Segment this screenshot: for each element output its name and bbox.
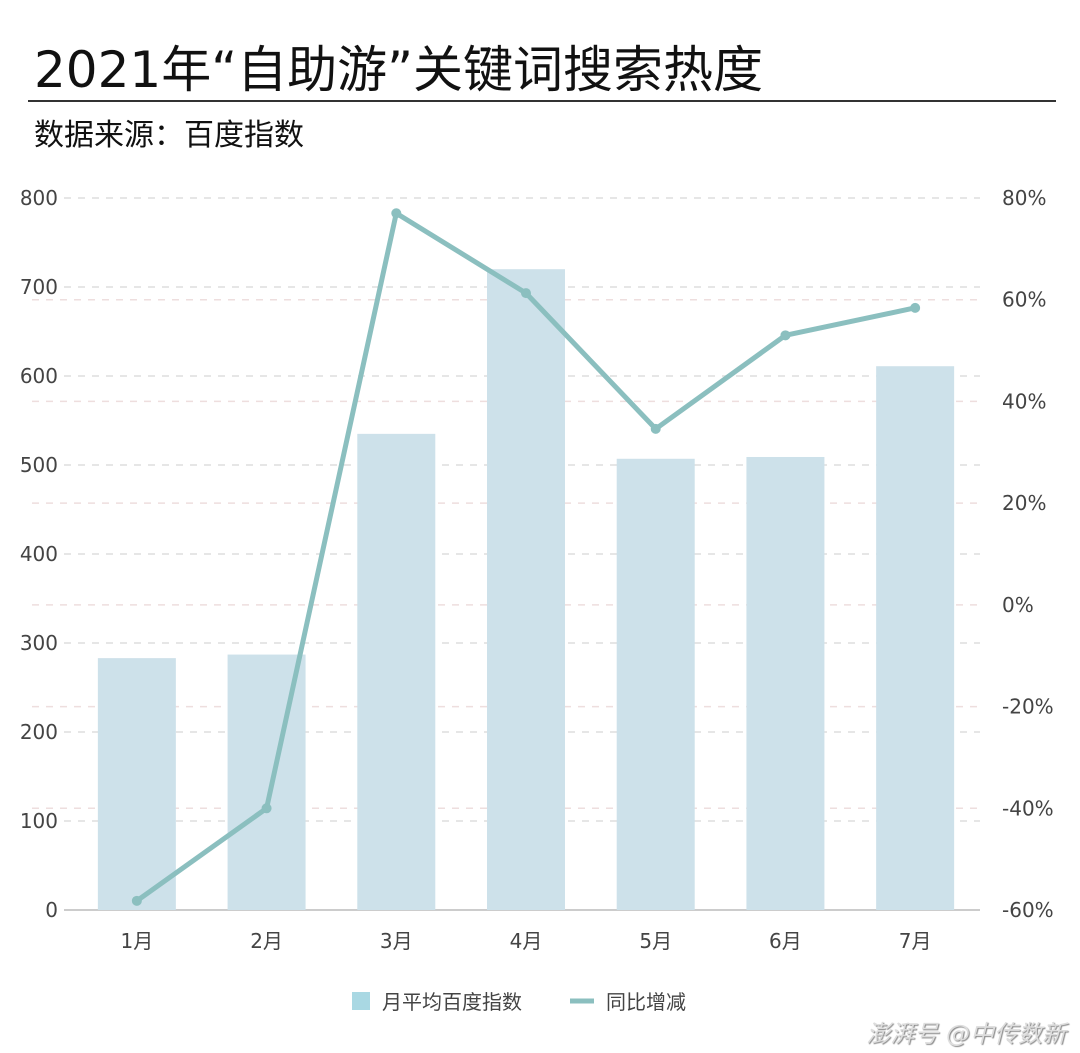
- x-tick-label: 2月: [250, 929, 283, 953]
- left-tick-label: 600: [20, 364, 58, 388]
- line-point: [131, 895, 142, 906]
- left-tick-label: 500: [20, 453, 58, 477]
- line-point: [261, 803, 272, 814]
- line-point: [391, 208, 402, 219]
- x-tick-label: 3月: [380, 929, 413, 953]
- right-tick-label: -20%: [1002, 695, 1054, 719]
- left-tick-label: 200: [20, 720, 58, 744]
- left-tick-label: 0: [45, 898, 58, 922]
- x-tick-label: 7月: [899, 929, 932, 953]
- right-tick-label: -60%: [1002, 898, 1054, 922]
- x-tick-label: 1月: [120, 929, 153, 953]
- legend-label-line: 同比增减: [606, 990, 686, 1014]
- line-point: [521, 288, 531, 299]
- line-point: [910, 302, 921, 313]
- bar: [357, 433, 436, 910]
- left-tick-label: 100: [20, 809, 58, 833]
- x-tick-label: 5月: [639, 929, 672, 953]
- bar: [97, 658, 176, 910]
- line-point: [780, 330, 791, 341]
- left-tick-label: 800: [20, 186, 58, 210]
- line-point: [650, 423, 661, 434]
- left-tick-label: 300: [20, 631, 58, 655]
- chart-title: 2021年“自助游”关键词搜索热度: [34, 41, 764, 99]
- right-tick-label: 0%: [1002, 593, 1034, 617]
- chart-subtitle: 数据来源：百度指数: [34, 118, 304, 153]
- right-tick-label: 40%: [1002, 389, 1046, 413]
- x-tick-label: 4月: [510, 929, 543, 953]
- bar: [616, 458, 695, 910]
- right-tick-label: 20%: [1002, 491, 1046, 515]
- left-tick-label: 700: [20, 275, 58, 299]
- watermark: 澎湃号 @中传数新: [866, 1020, 1066, 1048]
- bar: [746, 456, 825, 910]
- bar: [487, 269, 565, 910]
- title-divider: [28, 100, 1056, 102]
- legend-label-bar: 月平均百度指数: [382, 990, 522, 1014]
- right-tick-label: -40%: [1002, 796, 1054, 820]
- right-tick-label: 80%: [1002, 186, 1046, 210]
- x-tick-label: 6月: [769, 929, 802, 953]
- legend-swatch-bar: [352, 992, 370, 1010]
- left-tick-label: 400: [20, 542, 58, 566]
- bar: [876, 366, 955, 911]
- right-tick-label: 60%: [1002, 288, 1046, 312]
